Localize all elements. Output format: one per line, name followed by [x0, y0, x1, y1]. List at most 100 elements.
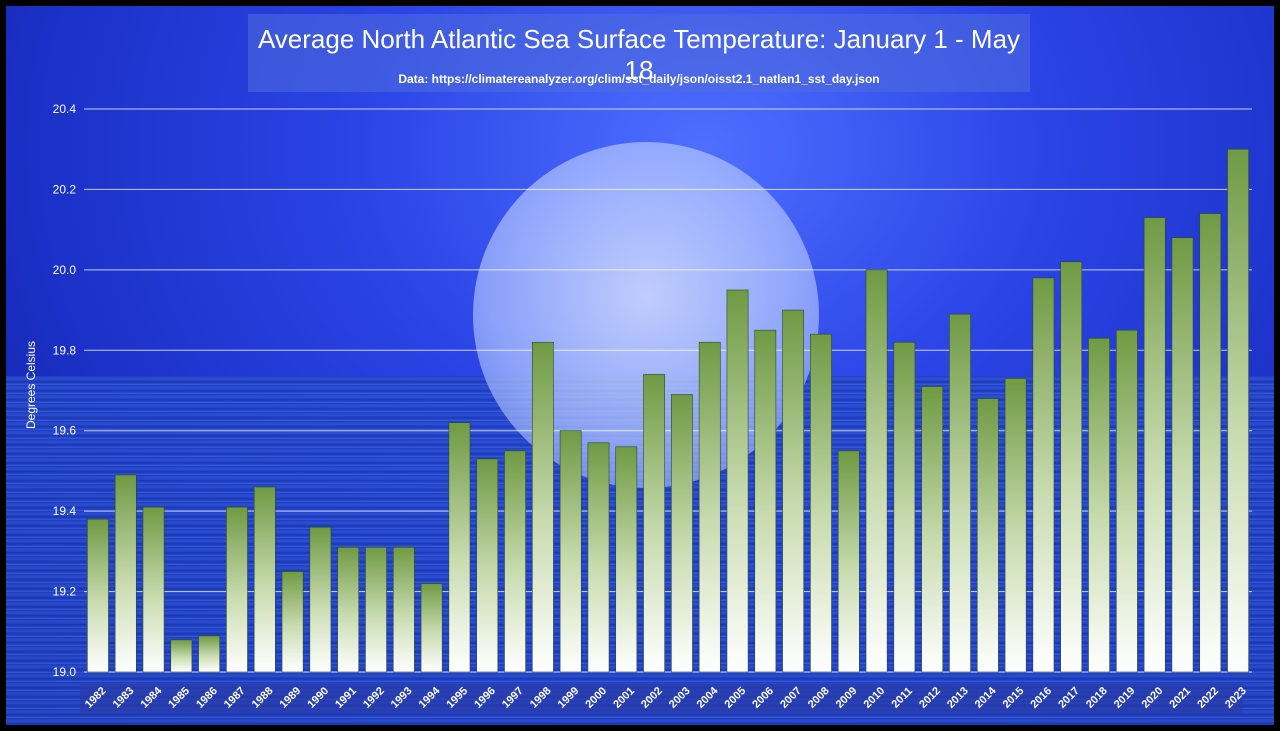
y-tick-label: 20.4	[53, 102, 77, 116]
bar-1993	[392, 547, 415, 673]
bar-2020	[1143, 217, 1166, 673]
bar-2008	[810, 333, 832, 673]
bar-1990	[309, 526, 332, 673]
x-tick-label: 1986	[194, 685, 220, 711]
chart-subtitle: Data: https://climatereanalyzer.org/clim…	[398, 72, 880, 86]
x-tick-label: 1982	[83, 685, 109, 711]
x-tick-label: 2012	[917, 685, 943, 711]
x-axis-label-band	[80, 684, 1243, 714]
x-tick-label: 2004	[695, 684, 721, 710]
bar-2000	[587, 442, 610, 673]
bar-2021	[1171, 237, 1194, 673]
bar-2022	[1199, 213, 1222, 673]
gridlines	[84, 108, 1252, 673]
title-box: Average North Atlantic Sea Surface Tempe…	[248, 14, 1030, 92]
bar-2014	[976, 398, 999, 673]
x-tick-label: 2011	[890, 685, 915, 710]
x-tick-label: 1995	[444, 685, 470, 711]
x-tick-label: 2008	[806, 685, 832, 711]
x-tick-label: 1984	[139, 684, 165, 710]
x-tick-label: 1991	[333, 685, 359, 711]
x-tick-label: 2021	[1167, 685, 1193, 711]
bar-1984	[142, 506, 165, 673]
x-tick-label: 2015	[1001, 685, 1027, 711]
bar-1995	[448, 422, 471, 673]
x-tick-label: 1988	[250, 685, 276, 711]
bar-1992	[365, 547, 387, 673]
bar-2005	[726, 289, 749, 673]
x-tick-label: 2020	[1140, 685, 1166, 711]
x-tick-label: 1997	[500, 685, 526, 711]
bar-2017	[1060, 261, 1083, 673]
x-tick-label: 1998	[528, 685, 554, 711]
y-tick-label: 19.4	[53, 504, 77, 518]
x-tick-label: 2023	[1223, 685, 1249, 711]
bar-1988	[253, 486, 276, 673]
x-tick-label: 1990	[305, 685, 331, 711]
y-tick-label: 19.8	[53, 343, 77, 357]
x-tick-label: 2014	[973, 684, 999, 710]
x-tick-label: 1987	[222, 685, 248, 711]
bar-2003	[671, 394, 693, 673]
chart-title: Average North Atlantic Sea Surface Tempe…	[257, 24, 1021, 85]
y-tick-label: 20.0	[53, 263, 77, 277]
bar-2013	[949, 313, 971, 673]
x-tick-label: 2003	[667, 685, 693, 711]
bar-1989	[281, 571, 304, 673]
x-tick-label: 1983	[111, 685, 137, 711]
x-tick-label: 2001	[611, 685, 637, 711]
y-tick-label: 19.6	[53, 424, 77, 438]
x-tick-label: 1994	[417, 684, 443, 710]
bar-1987	[226, 506, 248, 673]
bar-2012	[921, 386, 944, 673]
y-tick-label: 19.2	[53, 585, 77, 599]
bar-1982	[87, 518, 109, 673]
x-tick-label: 2013	[945, 685, 971, 711]
x-tick-label: 1999	[556, 685, 582, 711]
bar-2011	[893, 341, 916, 673]
x-tick-label: 1992	[361, 685, 387, 711]
bar-2001	[615, 446, 638, 673]
x-tick-label: 1989	[278, 685, 304, 711]
bar-2015	[1004, 378, 1027, 673]
x-tick-label: 2018	[1084, 685, 1110, 711]
x-tick-label: 1985	[166, 685, 192, 711]
bars	[87, 148, 1249, 673]
x-tick-label: 1996	[472, 685, 498, 711]
bar-2018	[1088, 337, 1110, 673]
x-tick-label: 2005	[723, 685, 749, 711]
bar-2007	[782, 309, 805, 673]
x-tick-label: 2016	[1028, 685, 1054, 711]
bar-2023	[1227, 148, 1249, 673]
y-tick-label: 20.2	[53, 182, 77, 196]
bar-1998	[531, 341, 554, 673]
bar-1985	[170, 639, 193, 673]
bar-2004	[698, 341, 721, 673]
bar-2009	[837, 450, 860, 673]
x-tick-label: 2022	[1195, 685, 1221, 711]
bar-1991	[337, 547, 360, 673]
x-tick-label: 2002	[639, 685, 665, 711]
x-tick-labels: 1982 1983 1984 1985 1986 1987 1988 1989 1990 1991…	[83, 684, 1249, 710]
bar-2002	[643, 374, 665, 673]
x-tick-label: 2009	[834, 685, 860, 711]
x-tick-label: 1993	[389, 685, 415, 711]
bar-2006	[754, 329, 777, 673]
bar-1994	[420, 583, 443, 673]
bar-2019	[1115, 329, 1138, 673]
x-tick-label: 2017	[1056, 685, 1082, 711]
y-tick-labels: 19.0 19.2 19.4 19.6 19.8 20.0 20.2 20.4	[53, 102, 77, 679]
bar-1986	[198, 635, 221, 673]
bar-2016	[1032, 277, 1055, 673]
x-tick-label: 2007	[778, 685, 804, 711]
x-tick-label: 2000	[583, 685, 609, 711]
y-tick-label: 19.0	[53, 665, 77, 679]
bar-2010	[865, 269, 888, 673]
bar-1999	[559, 430, 582, 673]
bar-1997	[504, 450, 526, 673]
x-tick-label: 2006	[750, 685, 776, 711]
bar-1983	[114, 474, 137, 673]
y-axis-label: Degrees Celsius	[24, 341, 38, 429]
x-tick-label: 2010	[862, 685, 888, 711]
